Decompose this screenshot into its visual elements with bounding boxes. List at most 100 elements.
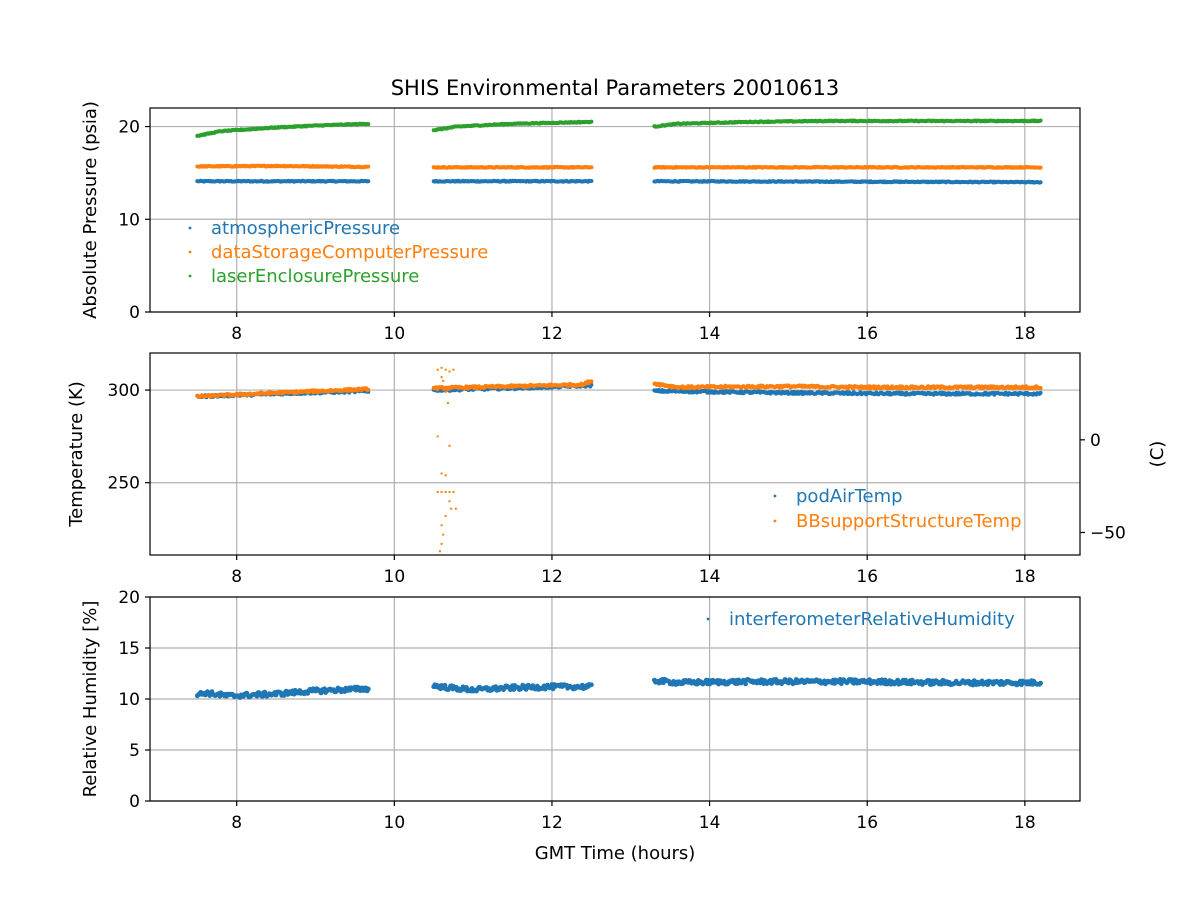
legend-label: BBsupportStructureTemp xyxy=(796,511,1022,532)
axes-frame xyxy=(149,107,1081,313)
legend: interferometerRelativeHumidity xyxy=(706,609,1015,630)
outlier-point xyxy=(448,444,451,447)
data-layer xyxy=(195,366,1043,553)
data-point xyxy=(262,689,268,695)
outlier-points xyxy=(436,366,457,553)
data-point xyxy=(589,119,594,124)
data-point xyxy=(442,682,448,688)
y-tick-label: 5 xyxy=(129,741,140,761)
legend-marker xyxy=(188,250,192,254)
y-axis-label: Absolute Pressure (psia) xyxy=(80,101,101,319)
axes-frame xyxy=(149,352,1081,556)
data-point xyxy=(1038,165,1043,170)
y-tick-label: 20 xyxy=(118,118,140,138)
legend-marker xyxy=(773,494,777,498)
data-point xyxy=(1038,386,1043,390)
legend-label: atmosphericPressure xyxy=(211,218,400,239)
outlier-point xyxy=(440,366,443,369)
y-axis-label: Temperature (K) xyxy=(66,381,87,528)
outlier-point xyxy=(436,368,439,371)
x-tick-label: 12 xyxy=(541,324,563,344)
y-tick-label: 10 xyxy=(118,690,140,710)
outlier-point xyxy=(444,491,447,493)
outlier-point xyxy=(448,370,451,373)
y-tick-label: 15 xyxy=(118,639,140,659)
outlier-point xyxy=(450,507,453,510)
outlier-point xyxy=(436,491,439,493)
x-tick-label: 10 xyxy=(384,324,406,344)
pressure-panel: 8 10 12 14 16 18 0 10 20 Absolute Pressure (psia)… xyxy=(80,101,1081,344)
outlier-point xyxy=(440,376,443,379)
outlier-point xyxy=(446,402,449,404)
outlier-point xyxy=(448,500,451,503)
data-point xyxy=(882,677,888,683)
data-point xyxy=(365,686,371,692)
legend-marker xyxy=(188,226,192,230)
outlier-point xyxy=(454,507,457,510)
data-layer xyxy=(195,118,1043,185)
data-point xyxy=(589,682,594,688)
y-tick-label: 10 xyxy=(118,210,140,230)
data-point xyxy=(589,379,594,384)
x-tick-label: 18 xyxy=(1014,567,1036,587)
legend-label: interferometerRelativeHumidity xyxy=(729,609,1015,630)
outlier-point xyxy=(440,524,443,527)
x-tick-label: 8 xyxy=(231,324,242,344)
y-tick-label: 300 xyxy=(108,381,140,401)
legend-marker xyxy=(188,274,192,278)
x-tick-label: 14 xyxy=(699,813,721,833)
outlier-point xyxy=(444,515,447,518)
data-point xyxy=(589,179,594,183)
data-point xyxy=(743,681,748,687)
legend-label: laserEnclosurePressure xyxy=(211,266,419,287)
y-tick-label: 250 xyxy=(108,474,140,494)
outlier-point xyxy=(436,435,439,438)
series-dataStorageComputerPressure xyxy=(195,163,1043,170)
data-point xyxy=(1038,180,1043,185)
data-layer xyxy=(194,676,1043,700)
data-point xyxy=(1038,118,1043,123)
x-tick-label: 12 xyxy=(541,567,563,587)
secondary-y-tick-label: 0 xyxy=(1090,431,1101,451)
y-tick-label: 0 xyxy=(129,792,140,812)
outlier-point xyxy=(442,379,445,382)
y-axis-label: Relative Humidity [%] xyxy=(80,601,101,798)
secondary-y-axis-label: (C) xyxy=(1147,441,1168,468)
outlier-point xyxy=(452,368,455,371)
x-tick-label: 14 xyxy=(699,567,721,587)
outlier-point xyxy=(439,550,441,553)
outlier-point xyxy=(444,390,447,393)
data-point xyxy=(366,179,371,184)
legend-label: dataStorageComputerPressure xyxy=(211,242,488,263)
x-tick-label: 12 xyxy=(541,813,563,833)
secondary-y-tick-label: −50 xyxy=(1090,523,1126,543)
outlier-point xyxy=(452,491,455,493)
series-atmosphericPressure xyxy=(195,178,1043,185)
x-tick-label: 8 xyxy=(231,813,242,833)
data-point xyxy=(366,387,371,392)
x-tick-label: 10 xyxy=(384,567,406,587)
x-tick-label: 8 xyxy=(231,567,242,587)
outlier-point xyxy=(444,368,447,371)
x-tick-label: 16 xyxy=(856,324,878,344)
x-tick-label: 10 xyxy=(384,813,406,833)
data-point xyxy=(366,164,371,169)
data-point xyxy=(1038,680,1043,686)
outlier-point xyxy=(440,491,443,493)
outlier-point xyxy=(442,533,445,536)
series-BBsupportStructureTemp xyxy=(195,379,1043,399)
data-point xyxy=(366,122,371,127)
legend-marker xyxy=(706,617,710,621)
series-laserEnclosurePressure xyxy=(195,118,1043,138)
y-tick-label: 20 xyxy=(118,588,140,608)
x-tick-label: 14 xyxy=(699,324,721,344)
data-point xyxy=(1038,390,1043,395)
x-tick-label: 16 xyxy=(856,567,878,587)
y-tick-label: 0 xyxy=(129,303,140,323)
humidity-panel: 8 10 12 14 16 18 0 5 10 15 20 Relative Humidity [%]… xyxy=(80,588,1081,864)
outlier-point xyxy=(440,472,443,475)
outlier-point xyxy=(444,474,447,477)
legend: podAirTemp BBsupportStructureTemp xyxy=(773,486,1022,532)
